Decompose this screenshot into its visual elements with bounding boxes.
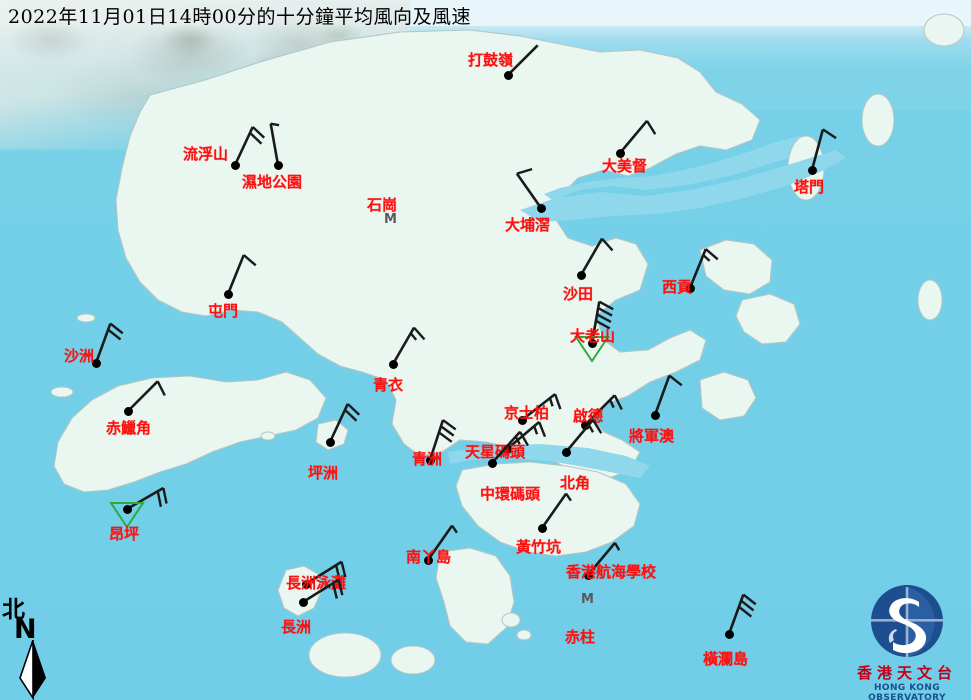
- station-label: 打鼓嶺: [468, 51, 514, 69]
- wind-barb-icon: [305, 560, 347, 586]
- map-title: 2022年11月01日14時00分的十分鐘平均風向及風速: [8, 6, 472, 28]
- compass-label-cn: 北: [2, 596, 25, 623]
- station-label: 赤柱: [565, 628, 596, 646]
- station-marker-dot: [230, 160, 240, 170]
- station-label: 屯門: [208, 302, 239, 320]
- station-label: 南丫島: [406, 548, 452, 566]
- wind-barb-icon: [491, 430, 529, 464]
- station-label: 黃竹坑: [516, 538, 562, 556]
- wind-barb-icon: [653, 374, 683, 416]
- wind-barb-icon: [94, 322, 124, 364]
- station-label: 石崗: [367, 196, 398, 214]
- wind-barb-icon: [727, 593, 757, 635]
- compass-label-en: N: [14, 614, 37, 645]
- station-marker-dot: [298, 597, 308, 607]
- wind-barb-icon: [688, 248, 719, 289]
- wind-barb-icon: [226, 254, 257, 295]
- station-label: 赤鱲角: [106, 419, 152, 437]
- station-label: 京士柏: [504, 404, 550, 422]
- station-label: 塔門: [794, 178, 825, 196]
- station-label: 青衣: [373, 376, 404, 394]
- hko-logo: 香港天文台 HONG KONG OBSERVATORY: [846, 583, 968, 700]
- wind-barb-icon: [584, 394, 623, 426]
- compass-rose: 北 N: [2, 590, 62, 700]
- hko-emblem-icon: [871, 585, 943, 657]
- station-label: 沙田: [563, 285, 594, 303]
- station-marker-dot: [503, 70, 513, 80]
- station-marker-dot: [536, 203, 546, 213]
- wind-barb-icon: [428, 419, 457, 461]
- wind-barb-icon: [587, 541, 621, 576]
- station-marker-dot: [615, 148, 625, 158]
- station-marker-dot: [325, 437, 335, 447]
- station-label: 沙洲: [64, 347, 95, 365]
- station-marker-dot: [517, 415, 527, 425]
- missing-data-marker: M: [384, 212, 397, 227]
- station-label: 大埔滘: [505, 216, 551, 234]
- wind-barb-icon: [302, 578, 344, 604]
- station-marker-dot: [388, 359, 398, 369]
- station-marker-dot: [123, 406, 133, 416]
- wind-barb-icon: [565, 418, 603, 453]
- station-label: 香港航海學校: [566, 563, 657, 581]
- station-marker-dot: [273, 160, 283, 170]
- station-label: 中環碼頭: [480, 485, 541, 503]
- wind-barb-icon: [391, 326, 426, 365]
- wind-barb-icon: [233, 126, 266, 166]
- station-marker-dot: [122, 504, 132, 514]
- station-marker-dot: [561, 447, 571, 457]
- hko-logo-cn: 香港天文台: [856, 664, 957, 682]
- station-marker-dot: [223, 289, 233, 299]
- station-marker-dot: [425, 455, 435, 465]
- station-label: 大美督: [602, 157, 648, 175]
- station-marker-dot: [502, 444, 512, 454]
- wind-barb-icon: [127, 380, 166, 412]
- station-label: 昂坪: [109, 525, 140, 543]
- wind-barb-icon: [126, 486, 168, 511]
- station-marker-dot: [583, 570, 593, 580]
- station-label: 濕地公園: [242, 173, 303, 191]
- wind-barb-icon: [515, 167, 543, 209]
- strong-wind-triangle-icon: [109, 502, 145, 529]
- station-label: 天星碼頭: [465, 443, 526, 461]
- station-marker-dot: [423, 555, 433, 565]
- station-marker-dot: [580, 420, 590, 430]
- strong-wind-triangle-icon: [574, 336, 610, 363]
- station-label: 橫瀾島: [703, 650, 749, 668]
- hko-logo-en: HONG KONG OBSERVATORY: [868, 683, 946, 700]
- station-label: 大老山: [570, 327, 616, 345]
- station-label: 長洲: [281, 618, 312, 636]
- station-label: 青洲: [412, 450, 443, 468]
- station-marker-dot: [301, 579, 311, 589]
- station-label: 將軍澳: [629, 427, 675, 445]
- station-marker-dot: [724, 629, 734, 639]
- wind-barb-icon: [521, 393, 562, 422]
- wind-barb-icon: [619, 119, 657, 154]
- station-marker-dot: [487, 458, 497, 468]
- wind-barb-icon: [426, 524, 458, 561]
- wind-barb-icon: [579, 237, 614, 276]
- station-marker-dot: [537, 523, 547, 533]
- station-marker-dot: [91, 358, 101, 368]
- wind-barb-icon: [269, 122, 280, 166]
- station-label: 啟德: [573, 407, 604, 425]
- station-label: 坪洲: [308, 464, 339, 482]
- wind-barb-icon: [540, 492, 572, 529]
- station-label: 流浮山: [183, 145, 229, 163]
- station-label: 長洲泳灘: [286, 574, 347, 592]
- missing-data-marker: M: [581, 592, 594, 607]
- station-marker-dot: [650, 410, 660, 420]
- station-marker-dot: [576, 270, 586, 280]
- wind-barb-icon: [507, 44, 539, 76]
- station-marker-dot: [685, 283, 695, 293]
- north-arrow-icon: [19, 640, 46, 700]
- station-marker-dot: [807, 165, 817, 175]
- wind-barb-icon: [328, 403, 361, 443]
- station-marker-dot: [587, 338, 597, 348]
- station-label: 北角: [560, 474, 591, 492]
- wind-barb-icon: [810, 128, 837, 171]
- station-label: 西貢: [662, 278, 693, 296]
